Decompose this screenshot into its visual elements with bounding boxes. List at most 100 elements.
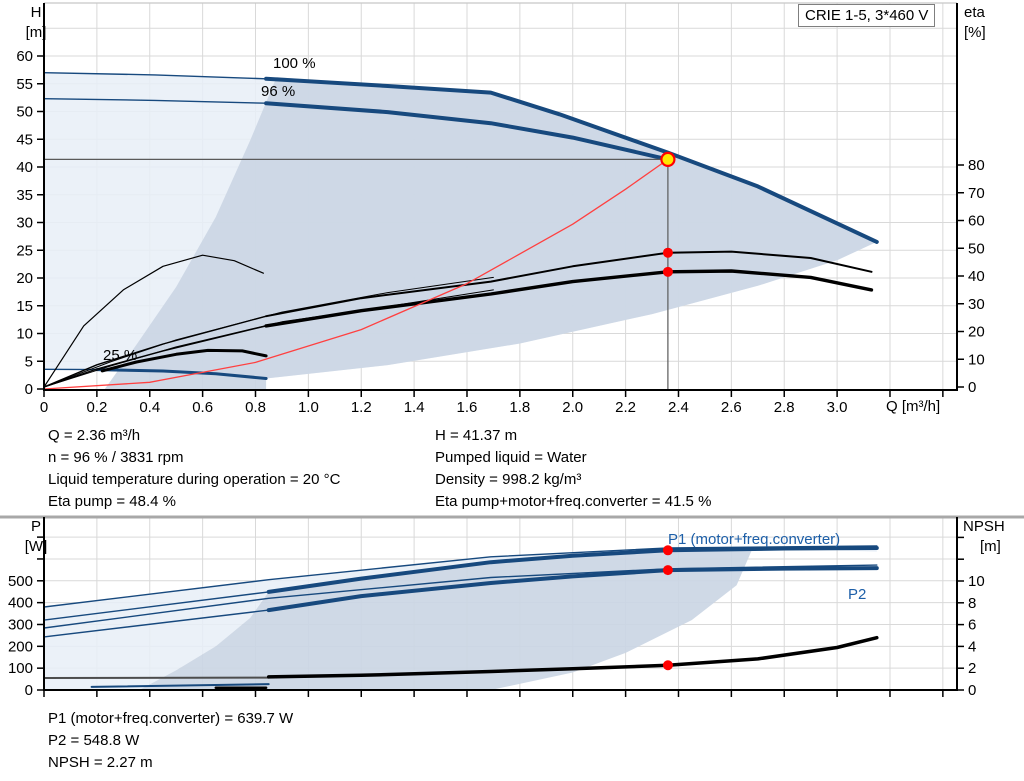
svg-text:0: 0 xyxy=(968,379,976,396)
eta-total-25-curve xyxy=(100,348,268,373)
info-eta-pump: Eta pump = 48.4 % xyxy=(48,493,176,510)
info-speed: n = 96 % / 3831 rpm xyxy=(48,449,184,466)
svg-text:30: 30 xyxy=(968,296,985,313)
label-speed-25: 25 % xyxy=(103,347,137,364)
svg-text:30: 30 xyxy=(16,215,33,232)
svg-text:1.6: 1.6 xyxy=(457,399,478,416)
svg-text:60: 60 xyxy=(16,48,33,65)
svg-text:500: 500 xyxy=(8,573,33,590)
svg-text:0: 0 xyxy=(968,682,976,699)
p2-25-curve xyxy=(90,683,270,688)
svg-text:0.4: 0.4 xyxy=(139,399,160,416)
info-flow: Q = 2.36 m³/h xyxy=(48,427,141,444)
eta-pump-point xyxy=(662,247,673,258)
info-p1: P1 (motor+freq.converter) = 639.7 W xyxy=(48,710,294,727)
p1-point xyxy=(662,545,673,556)
svg-text:25: 25 xyxy=(16,242,33,259)
svg-text:2.0: 2.0 xyxy=(562,399,583,416)
svg-text:60: 60 xyxy=(968,213,985,230)
svg-text:300: 300 xyxy=(8,616,33,633)
svg-text:10: 10 xyxy=(968,351,985,368)
svg-text:4: 4 xyxy=(968,638,976,655)
svg-text:0: 0 xyxy=(25,381,33,398)
svg-text:1.2: 1.2 xyxy=(351,399,372,416)
svg-text:0: 0 xyxy=(40,399,48,416)
svg-text:8: 8 xyxy=(968,595,976,612)
eta-total-curve xyxy=(264,269,874,328)
speed-96-curve-thin xyxy=(43,97,267,104)
svg-text:100: 100 xyxy=(8,660,33,677)
svg-text:0.6: 0.6 xyxy=(192,399,213,416)
svg-text:0.8: 0.8 xyxy=(245,399,266,416)
svg-text:15: 15 xyxy=(16,298,33,315)
speed-96-curve xyxy=(264,101,670,162)
svg-text:1.8: 1.8 xyxy=(509,399,530,416)
svg-text:0: 0 xyxy=(25,682,33,699)
svg-text:20: 20 xyxy=(968,324,985,341)
p2-96-curve-thin xyxy=(43,609,270,638)
pump-title-box: CRIE 1-5, 3*460 V xyxy=(798,4,936,27)
eta-axis-label: eta xyxy=(964,4,985,21)
info-p2: P2 = 548.8 W xyxy=(48,732,140,749)
svg-text:50: 50 xyxy=(16,104,33,121)
label-speed-100: 100 % xyxy=(273,55,316,72)
npsh-point xyxy=(662,660,673,671)
h-axis-label: H xyxy=(30,4,42,21)
svg-text:35: 35 xyxy=(16,187,33,204)
p-axis-unit: [W] xyxy=(24,538,48,555)
svg-text:40: 40 xyxy=(16,159,33,176)
eta-pump-25-curve xyxy=(43,254,264,388)
svg-text:5: 5 xyxy=(25,353,33,370)
svg-text:50: 50 xyxy=(968,240,985,257)
svg-text:0.2: 0.2 xyxy=(86,399,107,416)
svg-text:10: 10 xyxy=(16,326,33,343)
svg-text:6: 6 xyxy=(968,617,976,634)
p1-96-curve-thin xyxy=(43,591,270,621)
svg-text:45: 45 xyxy=(16,131,33,148)
eta-total-point xyxy=(662,266,673,277)
label-speed-96: 96 % xyxy=(261,83,295,100)
eta-pump-curve xyxy=(265,250,873,318)
label-p2: P2 xyxy=(848,586,866,603)
npsh-curve xyxy=(266,635,879,679)
npsh-axis-unit: [m] xyxy=(980,538,1001,555)
svg-text:2.8: 2.8 xyxy=(774,399,795,416)
power-npsh-chart: 0 100 200 300 400 500 0 2 4 6 8 10 P1 (motor+freq.co… xyxy=(0,515,1024,699)
svg-text:70: 70 xyxy=(968,185,985,202)
head-chart: 0 0.2 0.4 0.6 0.8 1.0 1.2 1.4 1.6 1.8 2.0 2.2 2.4 2.6… xyxy=(16,2,985,416)
speed-100-curve-thin xyxy=(43,71,267,80)
svg-text:1.0: 1.0 xyxy=(298,399,319,416)
eta-axis-unit: [%] xyxy=(964,24,986,41)
label-p1: P1 (motor+freq.converter) xyxy=(668,531,840,548)
info-eta-total: Eta pump+motor+freq.converter = 41.5 % xyxy=(435,493,712,510)
q-axis-label: Q [m³/h] xyxy=(886,398,941,415)
info-head: H = 41.37 m xyxy=(435,427,518,444)
info-pumped-liquid: Pumped liquid = Water xyxy=(435,449,587,466)
power-npsh-chart-envelope-dark xyxy=(139,548,753,690)
svg-text:3.0: 3.0 xyxy=(827,399,848,416)
p-axis-label: P xyxy=(30,518,41,535)
power-npsh-chart-ticks: 0 100 200 300 400 500 0 2 4 6 8 10 xyxy=(8,536,985,699)
p2-96-curve xyxy=(266,566,879,613)
svg-text:55: 55 xyxy=(16,76,33,93)
p1-96-curve xyxy=(266,546,879,594)
svg-text:20: 20 xyxy=(16,270,33,287)
eta-pump-curve-100 xyxy=(43,276,494,388)
p2-point xyxy=(662,565,673,576)
svg-text:2.4: 2.4 xyxy=(668,399,689,416)
info-density: Density = 998.2 kg/m³ xyxy=(435,471,582,488)
svg-text:200: 200 xyxy=(8,638,33,655)
speed-25-curve xyxy=(95,368,268,380)
duty-point[interactable] xyxy=(660,151,676,167)
svg-text:2.6: 2.6 xyxy=(721,399,742,416)
info-npsh: NPSH = 2.27 m xyxy=(48,754,153,771)
speed-100-curve xyxy=(264,76,879,244)
svg-text:400: 400 xyxy=(8,595,33,612)
eta-total-curve-100 xyxy=(43,289,494,388)
svg-text:2: 2 xyxy=(968,660,976,677)
svg-text:10: 10 xyxy=(968,573,985,590)
svg-text:2.2: 2.2 xyxy=(615,399,636,416)
svg-text:1.4: 1.4 xyxy=(404,399,425,416)
